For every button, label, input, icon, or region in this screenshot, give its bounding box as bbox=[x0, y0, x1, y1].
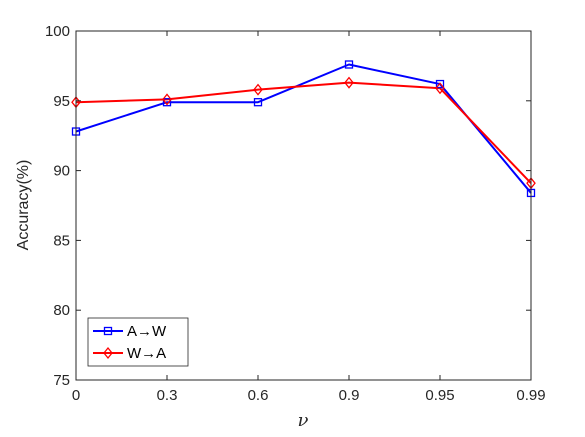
y-tick-label: 100 bbox=[45, 23, 70, 40]
y-tick-label: 90 bbox=[53, 163, 70, 180]
data-point-0-4 bbox=[435, 79, 445, 89]
data-point-1-2 bbox=[253, 83, 263, 96]
y-tick-label: 80 bbox=[53, 302, 70, 319]
data-point-0-2 bbox=[253, 98, 263, 107]
series-lines bbox=[75, 63, 532, 194]
data-point-0-3 bbox=[344, 60, 354, 69]
plot-frame bbox=[75, 30, 532, 381]
y-tick-label: 85 bbox=[53, 232, 70, 249]
legend-label-1: W→A bbox=[127, 345, 166, 362]
x-tick-label: 0 bbox=[72, 387, 80, 404]
x-tick-label: 0.95 bbox=[425, 387, 454, 404]
legend-marker-0 bbox=[103, 326, 113, 336]
x-tick-label: 0.3 bbox=[157, 387, 178, 404]
x-tick-label: 0.99 bbox=[516, 387, 545, 404]
data-point-1-1 bbox=[162, 93, 172, 106]
legend: A→W W→A bbox=[87, 317, 189, 367]
y-tick-label: 95 bbox=[53, 93, 70, 110]
data-point-1-4 bbox=[435, 82, 445, 95]
x-axis-label: ν bbox=[298, 410, 309, 431]
x-tick-label: 0.9 bbox=[339, 387, 360, 404]
series-line-1 bbox=[75, 81, 532, 184]
y-tick-labels: 75 80 85 90 95 100 bbox=[45, 23, 70, 389]
x-tick-label: 0.6 bbox=[248, 387, 269, 404]
legend-label-0: A→W bbox=[127, 323, 167, 340]
y-axis-label: Accuracy(%) bbox=[15, 160, 32, 251]
legend-marker-1 bbox=[103, 346, 113, 360]
y-tick-label: 75 bbox=[53, 372, 70, 389]
series-line-0 bbox=[75, 63, 532, 194]
data-point-1-3 bbox=[344, 76, 354, 89]
x-tick-labels: 0 0.3 0.6 0.9 0.95 0.99 bbox=[72, 387, 546, 404]
data-point-0-1 bbox=[162, 98, 172, 107]
legend-box bbox=[87, 317, 189, 367]
